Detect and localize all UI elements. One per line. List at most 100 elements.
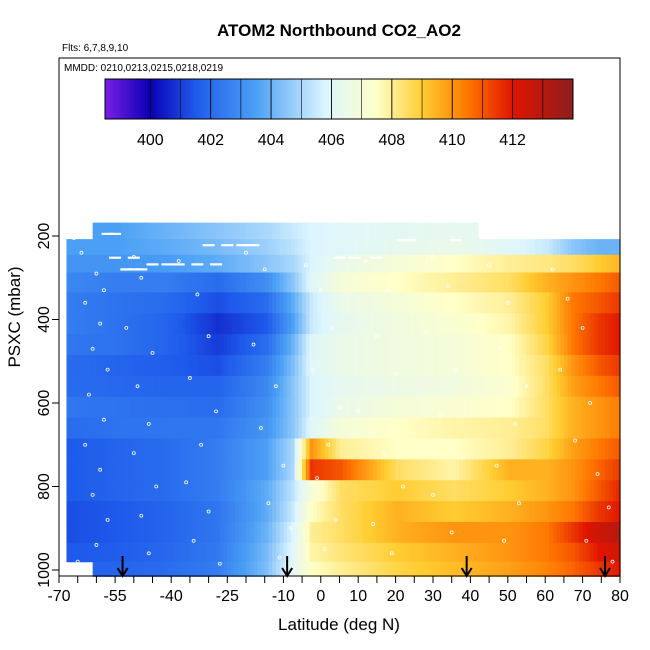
heatmap-cell (350, 222, 356, 240)
heatmap-cell (433, 292, 438, 314)
heatmap-cell (560, 292, 565, 314)
heatmap-cell (444, 375, 449, 398)
heatmap-cell (586, 272, 591, 293)
heatmap-cell (526, 561, 531, 577)
heatmap-cell (227, 561, 232, 577)
sample-point (588, 401, 592, 405)
heatmap-cell (470, 272, 475, 293)
heatmap-cell (227, 438, 232, 460)
heatmap-cell (522, 292, 528, 314)
heatmap-cell (433, 521, 438, 544)
heatmap-cell (481, 313, 486, 335)
heatmap-cell (519, 292, 524, 314)
heatmap-cell (268, 292, 273, 314)
colorbar-tick-label: 400 (137, 132, 164, 149)
heatmap-cell (354, 375, 359, 398)
heatmap-cell (275, 254, 281, 274)
heatmap-cell (526, 521, 531, 544)
heatmap-cell (358, 521, 363, 544)
heatmap-cell (388, 501, 393, 523)
heatmap-cell (317, 501, 322, 523)
heatmap-cell (485, 561, 490, 577)
colorbar-tick-label: 410 (439, 132, 466, 149)
heatmap-cell (533, 292, 539, 314)
heatmap-cell (178, 334, 184, 356)
heatmap-cell (275, 292, 281, 314)
heatmap-cell (556, 313, 561, 335)
heatmap-cell (346, 272, 352, 293)
heatmap-cell (290, 480, 296, 502)
heatmap-cell (436, 417, 442, 440)
heatmap-cell (489, 459, 494, 481)
heatmap-cell (470, 417, 475, 440)
heatmap-cell (279, 501, 284, 523)
heatmap-cell (358, 561, 363, 577)
heatmap-cell (92, 521, 97, 544)
heatmap-cell (384, 480, 389, 502)
heatmap-cell (81, 239, 86, 256)
heatmap-cell (354, 292, 359, 314)
heatmap-cell (511, 254, 516, 274)
heatmap-cell (474, 239, 479, 256)
heatmap-cell (238, 272, 243, 293)
heatmap-cell (268, 375, 273, 398)
heatmap-cell (380, 501, 385, 523)
heatmap-cell (369, 354, 374, 377)
heatmap-cell (504, 396, 509, 419)
heatmap-cell (507, 480, 513, 502)
heatmap-cell (354, 459, 359, 481)
heatmap-cell (302, 521, 307, 544)
heatmap-cell (231, 396, 236, 419)
heatmap-cell (223, 272, 228, 293)
heatmap-cell (317, 272, 322, 293)
heatmap-cell (174, 480, 180, 502)
heatmap-cell (459, 501, 464, 523)
sample-point (87, 392, 91, 397)
heatmap-cell (66, 480, 71, 502)
sample-point (274, 384, 278, 389)
heatmap-cell (459, 334, 464, 356)
heatmap-cell (489, 561, 494, 577)
heatmap-cell (507, 334, 513, 356)
heatmap-cell (197, 313, 202, 335)
heatmap-cell (163, 292, 169, 314)
heatmap-cell (548, 334, 554, 356)
heatmap-cell (92, 239, 97, 256)
heatmap-cell (137, 521, 142, 544)
heatmap-cell (616, 396, 621, 419)
heatmap-cell (279, 272, 284, 293)
heatmap-cell (100, 313, 105, 335)
heatmap-cell (571, 354, 576, 377)
heatmap-cell (455, 459, 460, 481)
heatmap-cell (163, 459, 169, 481)
heatmap-cell (429, 272, 434, 293)
heatmap-cell (272, 561, 277, 577)
heatmap-cell (590, 459, 595, 481)
heatmap-cell (507, 459, 513, 481)
heatmap-cell (537, 334, 543, 356)
heatmap-cell (459, 272, 464, 293)
heatmap-cell (421, 334, 427, 356)
heatmap-cell (133, 254, 139, 274)
heatmap-cell (586, 313, 591, 335)
sample-point (494, 463, 499, 468)
heatmap-cell (73, 272, 79, 293)
heatmap-cell (287, 542, 292, 563)
heatmap-cell (511, 354, 516, 377)
heatmap-cell (552, 239, 558, 256)
heatmap-cell (440, 561, 445, 577)
heatmap-cell (66, 417, 71, 440)
heatmap-cell (530, 438, 535, 460)
heatmap-cell (384, 292, 389, 314)
heatmap-cell (66, 501, 71, 523)
heatmap-cell (182, 354, 187, 377)
heatmap-cell (582, 521, 587, 544)
heatmap-cell (361, 354, 367, 377)
heatmap-cell (358, 239, 363, 256)
heatmap-cell (504, 313, 509, 335)
heatmap-cell (489, 375, 494, 398)
heatmap-cell (287, 222, 292, 240)
heatmap-cell (107, 239, 112, 256)
heatmap-cell (268, 222, 273, 240)
heatmap-cell (141, 292, 146, 314)
